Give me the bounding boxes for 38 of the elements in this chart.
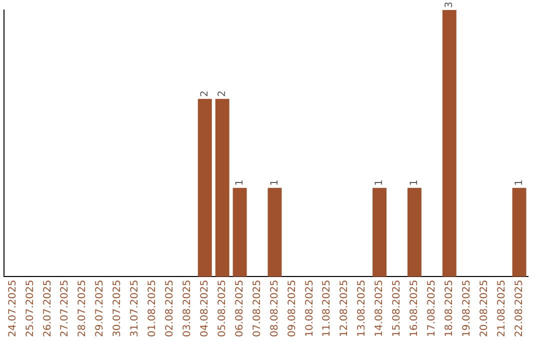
x-tick-label: 18.08.2025 xyxy=(444,280,455,338)
data-label: 1 xyxy=(514,179,525,186)
data-label: 1 xyxy=(269,179,280,186)
x-tick-label: 11.08.2025 xyxy=(322,280,333,338)
x-tick-label: 30.07.2025 xyxy=(112,280,124,338)
x-tick-label: 19.08.2025 xyxy=(461,280,472,338)
data-label: 2 xyxy=(199,90,210,97)
x-tick-label: 01.08.2025 xyxy=(147,280,158,338)
x-tick-label: 07.08.2025 xyxy=(252,280,263,338)
x-tick-label: 14.08.2025 xyxy=(374,280,386,338)
data-label: 1 xyxy=(409,179,420,186)
x-tick-label: 24.07.2025 xyxy=(7,280,18,338)
x-tick-label: 10.08.2025 xyxy=(304,280,316,338)
x-tick-label: 04.08.2025 xyxy=(199,280,210,338)
x-tick-label: 28.07.2025 xyxy=(77,280,88,338)
x-tick-label: 13.08.2025 xyxy=(356,280,368,338)
data-label: 1 xyxy=(234,179,246,186)
x-tick-label: 26.07.2025 xyxy=(42,280,54,338)
x-tick-label: 08.08.2025 xyxy=(269,280,280,338)
x-tick-label: 29.07.2025 xyxy=(94,280,106,338)
x-tick-label: 15.08.2025 xyxy=(392,280,403,338)
data-label: 2 xyxy=(216,90,228,97)
x-tick-label: 17.08.2025 xyxy=(426,280,438,338)
data-label: 1 xyxy=(374,179,386,186)
x-tick-label: 12.08.2025 xyxy=(339,280,350,338)
x-tick-label: 25.07.2025 xyxy=(24,280,36,338)
x-tick-label: 20.08.2025 xyxy=(478,280,490,338)
data-label: 3 xyxy=(444,2,455,8)
x-tick-label: 09.08.2025 xyxy=(286,280,298,338)
x-tick-label: 06.08.2025 xyxy=(234,280,246,338)
x-tick-label: 21.08.2025 xyxy=(496,280,508,338)
x-tick-label: 31.07.2025 xyxy=(130,280,141,338)
x-tick-label: 02.08.2025 xyxy=(164,280,176,338)
x-tick-label: 05.08.2025 xyxy=(216,280,228,338)
x-tick-label: 22.08.2025 xyxy=(514,280,525,338)
x-tick-label: 16.08.2025 xyxy=(409,280,420,338)
x-tick-label: 03.08.2025 xyxy=(182,280,193,338)
x-tick-label: 27.07.2025 xyxy=(60,280,71,338)
